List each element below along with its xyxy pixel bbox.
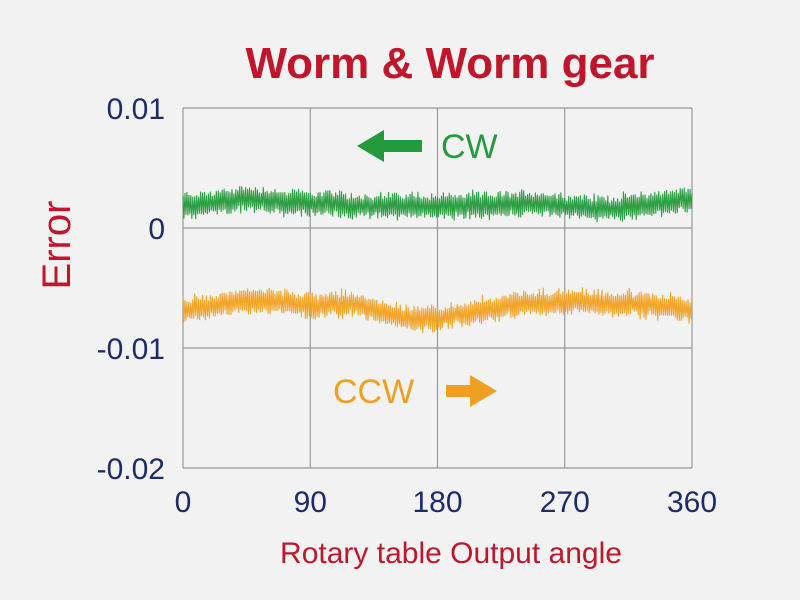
cw-annotation: CW xyxy=(357,128,498,166)
y-axis-label: Error xyxy=(35,201,79,290)
cw-annotation-label: CW xyxy=(441,128,498,166)
ccw-annotation: CCW xyxy=(333,373,497,411)
tick-layer: 0 90 180 270 360 0.01 0 -0.01 -0.02 xyxy=(97,93,717,519)
x-tick-label: 0 xyxy=(175,486,192,519)
ccw-right-arrow-icon xyxy=(446,375,497,407)
cw-left-arrow-icon xyxy=(357,130,422,162)
series-line-ccw xyxy=(182,287,693,334)
grid-layer xyxy=(182,107,693,469)
chart-title: Worm & Worm gear xyxy=(245,39,654,88)
x-tick-label: 90 xyxy=(294,486,327,519)
x-axis-label: Rotary table Output angle xyxy=(280,537,622,570)
ccw-annotation-label: CCW xyxy=(333,373,414,411)
x-tick-label: 270 xyxy=(540,486,590,519)
series-line-cw xyxy=(182,186,693,223)
x-tick-label: 360 xyxy=(667,486,717,519)
y-tick-label: -0.02 xyxy=(97,453,165,486)
y-tick-label: -0.01 xyxy=(97,333,165,366)
y-tick-label: 0.01 xyxy=(107,93,165,126)
series-layer xyxy=(182,186,693,334)
x-tick-label: 180 xyxy=(412,486,462,519)
y-tick-label: 0 xyxy=(148,213,165,246)
